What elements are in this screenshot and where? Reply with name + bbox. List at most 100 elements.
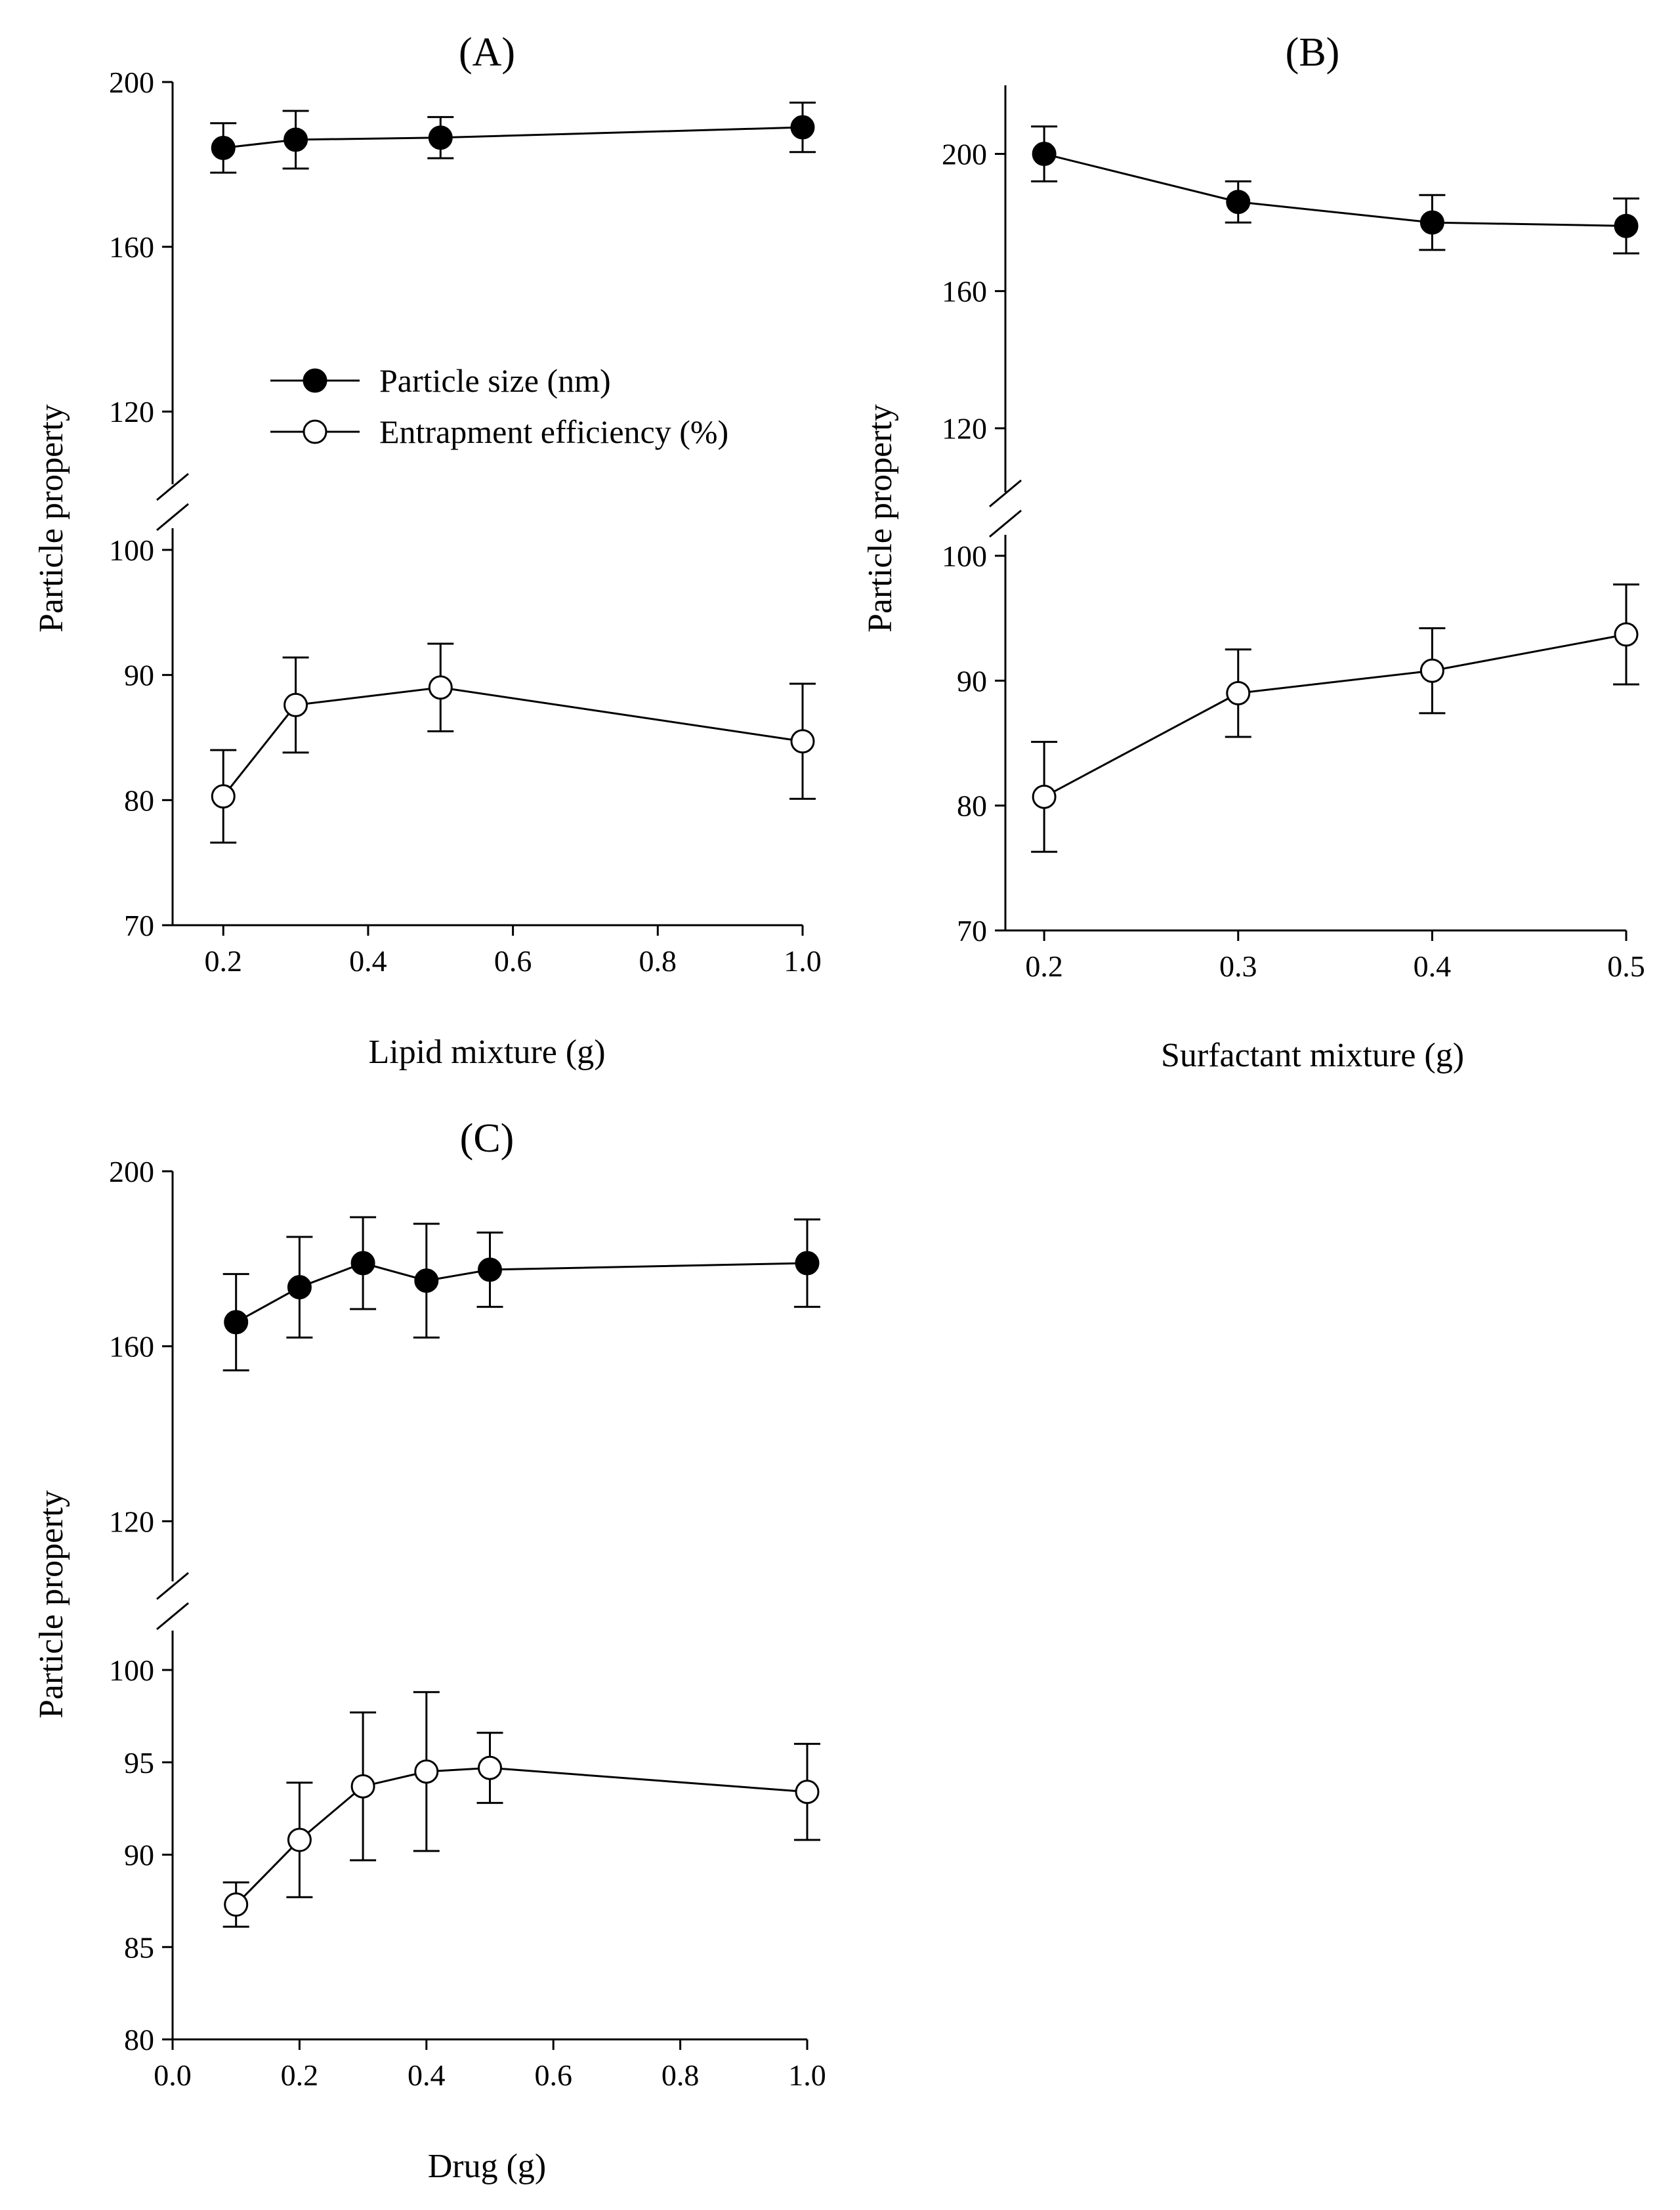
data-point [790,729,815,754]
legend-filled-marker [303,368,327,393]
y-tick-label: 90 [124,659,154,692]
data-point [414,1268,439,1293]
legend-label: Entrapment efficiency (%) [379,413,728,450]
legend-item: Particle size (nm) [270,362,611,399]
data-point [1032,142,1057,167]
y-tick-label: 100 [942,539,987,573]
x-tick-label: 0.0 [154,2058,192,2092]
y-axis-title: Particle property [33,404,70,633]
data-point [284,127,308,152]
axis-break-mark [156,472,189,501]
data-point [1419,658,1444,683]
data-point [1226,680,1251,705]
y-axis-title: Particle property [862,404,899,633]
y-tick-label: 90 [957,664,987,698]
legend-item: Entrapment efficiency (%) [270,413,728,450]
data-point [428,125,453,150]
y-tick-label: 200 [109,1155,154,1188]
x-tick-label: 0.4 [349,944,387,978]
y-tick-label: 160 [109,230,154,264]
x-tick-label: 0.8 [639,944,677,978]
y-tick-label: 80 [124,2023,154,2056]
panel-title: (C) [460,1116,514,1161]
panel-a: (A) 120 160 200 70 80 90 100 0.2 0.4 0.6 0.8 1.0 Lipi… [33,30,822,1071]
data-point [795,1780,820,1804]
y-tick-label: 200 [942,138,987,171]
data-point [284,692,308,717]
data-point [211,784,236,809]
axis-break-mark [989,479,1022,508]
data-point [1614,213,1639,238]
y-tick-label: 90 [124,1839,154,1872]
y-axis-title: Particle property [33,1490,70,1719]
y-tick-label: 95 [124,1746,154,1780]
data-point [790,115,815,140]
data-point [224,1310,249,1335]
data-point [478,1755,502,1780]
axis-break-mark [156,503,189,532]
y-tick-label: 80 [957,789,987,823]
legend-open-marker [303,419,327,444]
axis-break-mark [156,1602,189,1631]
data-point [350,1774,375,1799]
y-tick-label: 160 [109,1330,154,1364]
x-tick-label: 0.2 [204,944,242,978]
data-point [287,1827,312,1852]
x-tick-label: 0.4 [408,2058,446,2092]
y-tick-label: 80 [124,783,154,817]
y-tick-label: 70 [124,909,154,942]
x-axis-title: Drug (g) [428,2148,547,2185]
x-axis-title: Surfactant mixture (g) [1161,1037,1464,1074]
data-point [1226,190,1251,215]
x-tick-label: 1.0 [788,2058,826,2092]
data-point [287,1275,312,1300]
axis-break-mark [989,509,1022,538]
x-tick-label: 0.2 [1025,949,1063,983]
series-particle-size [210,101,816,174]
y-tick-label: 100 [109,533,154,567]
y-tick-label: 85 [124,1930,154,1964]
data-point [1419,210,1444,235]
x-tick-label: 0.2 [281,2058,319,2092]
axis-break-mark [156,1572,189,1600]
series-line [223,126,803,149]
x-tick-label: 0.3 [1219,949,1257,983]
y-tick-label: 100 [109,1654,154,1687]
series-entrapment-efficiency [1031,583,1639,853]
series-line [1043,153,1627,227]
data-point [478,1257,502,1282]
panel-title: (A) [459,30,515,75]
data-point [224,1892,249,1917]
series-particle-size [222,1216,820,1371]
data-point [211,135,236,160]
x-tick-label: 0.5 [1607,949,1645,983]
y-tick-label: 120 [942,412,987,446]
data-point [1614,622,1639,647]
y-tick-label: 70 [957,914,987,948]
panel-title: (B) [1286,30,1340,75]
series-line [235,1262,808,1324]
series-line [235,1766,808,1906]
series-entrapment-efficiency [210,642,816,844]
x-axis-title: Lipid mixture (g) [368,1033,605,1071]
data-point [1032,784,1057,809]
data-point [350,1251,375,1276]
series-line [222,686,803,797]
series-particle-size [1031,125,1639,255]
x-tick-label: 0.4 [1414,949,1452,983]
y-tick-label: 120 [109,1505,154,1538]
data-point [414,1759,439,1784]
data-point [795,1251,820,1276]
x-tick-label: 0.8 [662,2058,700,2092]
y-tick-label: 160 [942,275,987,308]
data-point [428,675,453,700]
legend: Particle size (nm) Entrapment efficiency … [270,362,728,450]
series-line [1043,633,1627,798]
legend-label: Particle size (nm) [379,362,611,399]
series-entrapment-efficiency [222,1691,820,1928]
y-tick-label: 120 [109,395,154,428]
panel-c: (C) 120 160 200 80 85 90 95 100 0.0 0.2 0.4 0.6 0.8 1.… [33,1116,826,2185]
x-tick-label: 1.0 [784,944,822,978]
x-tick-label: 0.6 [494,944,532,978]
